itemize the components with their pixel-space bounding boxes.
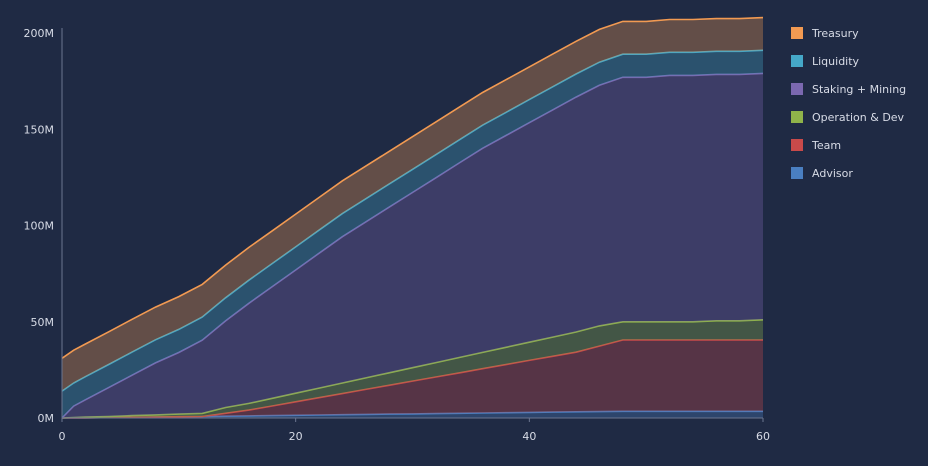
legend-item-team[interactable]: Team (791, 139, 841, 152)
legend-swatch (791, 167, 803, 179)
legend-label: Staking + Mining (812, 83, 906, 96)
legend-label: Treasury (811, 27, 859, 40)
area-team (62, 340, 763, 418)
line-liquidity (61, 49, 764, 392)
legend-swatch (791, 139, 803, 151)
area-staking-mining (62, 73, 763, 419)
legend-swatch (791, 83, 803, 95)
y-tick-label: 0M (38, 412, 55, 425)
x-tick-label: 60 (756, 430, 770, 443)
y-tick-label: 150M (24, 123, 55, 136)
line-operation-dev (61, 319, 764, 419)
x-tick-label: 0 (59, 430, 66, 443)
legend-swatch (791, 27, 803, 39)
legend-item-operation-dev[interactable]: Operation & Dev (791, 111, 905, 124)
y-tick-label: 50M (31, 316, 55, 329)
legend-label: Advisor (812, 167, 853, 180)
y-tick-label: 200M (24, 27, 55, 40)
legend-item-treasury[interactable]: Treasury (791, 27, 859, 40)
area-operation-dev (62, 319, 763, 418)
y-tick-label: 100M (24, 220, 55, 233)
line-team (62, 339, 763, 419)
legend-swatch (791, 55, 803, 67)
legend-label: Team (811, 139, 841, 152)
axes: 0M 50M 100M 150M 200M 0 20 40 60 (24, 27, 771, 443)
x-tick-label: 40 (522, 430, 536, 443)
legend-item-advisor[interactable]: Advisor (791, 167, 853, 180)
legend[interactable]: Treasury Liquidity Staking + Mining Operati… (791, 27, 906, 180)
line-staking-mining (61, 72, 764, 419)
legend-swatch (791, 111, 803, 123)
line-treasury (61, 16, 764, 359)
series-areas (61, 16, 764, 419)
legend-label: Liquidity (812, 55, 860, 68)
legend-label: Operation & Dev (812, 111, 905, 124)
legend-item-staking-mining[interactable]: Staking + Mining (791, 83, 906, 96)
x-tick-label: 20 (289, 430, 303, 443)
legend-item-liquidity[interactable]: Liquidity (791, 55, 860, 68)
